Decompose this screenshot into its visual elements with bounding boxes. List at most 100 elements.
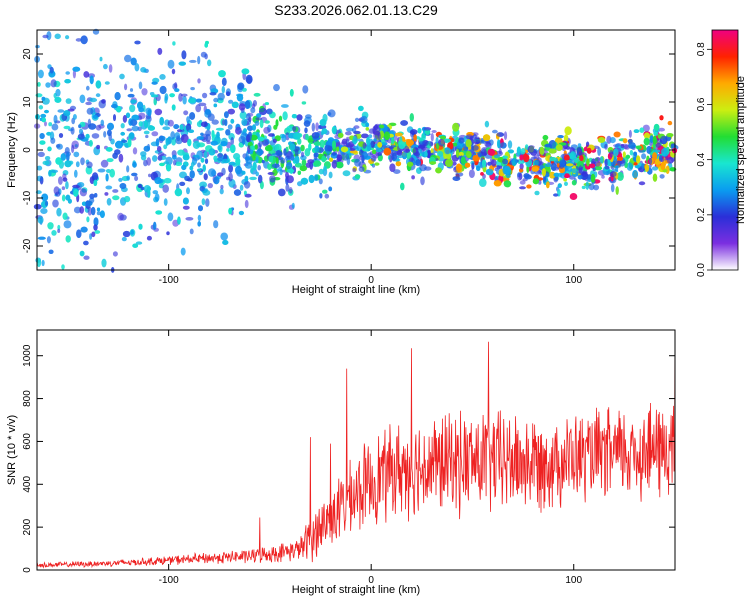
spectrogram-cell <box>313 152 319 158</box>
spectrogram-cell <box>479 178 487 188</box>
spectrogram-cell <box>73 206 82 214</box>
spectrogram-cell <box>222 158 230 164</box>
spectrogram-cell <box>58 133 64 138</box>
spectrogram-cell <box>83 255 90 260</box>
spectrogram-cell <box>137 101 144 110</box>
spectrogram-cell <box>352 135 358 145</box>
spectrogram-cell <box>80 35 88 45</box>
spectrogram-cell <box>106 158 114 163</box>
spectrogram-cell <box>103 63 108 70</box>
spectrogram-cell <box>118 177 123 182</box>
spectrogram-cell <box>121 236 127 242</box>
spectrogram-cell <box>353 145 359 149</box>
spectrogram-cell <box>224 119 228 126</box>
spectrogram-cell <box>131 114 140 121</box>
spectrogram-cell <box>233 189 242 196</box>
spectrogram-cell <box>524 144 529 151</box>
spectrogram-cell <box>130 229 134 235</box>
spectrogram-cell <box>86 85 90 91</box>
spectrogram-cell <box>283 148 287 156</box>
spectrogram-cell <box>94 230 101 234</box>
spectrogram-cell <box>487 161 492 166</box>
spectrogram-cell <box>365 126 370 131</box>
spectrogram-cell <box>398 141 406 150</box>
spectrogram-cell <box>74 169 78 178</box>
spectrogram-cell <box>305 114 312 119</box>
spectrogram-cell <box>85 101 92 106</box>
spectrogram-cell <box>564 174 570 178</box>
spectrogram-cell <box>204 108 211 115</box>
spectrogram-cell <box>354 158 361 167</box>
spectrogram-cell <box>252 124 256 131</box>
spectrogram-cell <box>170 131 176 140</box>
spectrogram-cell <box>480 172 484 176</box>
spectrogram-cell <box>579 155 584 162</box>
spectrogram-cell <box>228 172 233 182</box>
spectrogram-cell <box>197 214 202 222</box>
spectrogram-cell <box>430 132 434 142</box>
spectrogram-cell <box>39 140 46 145</box>
spectrogram-cell <box>563 134 569 143</box>
spectrogram-cell <box>132 161 137 168</box>
spectrogram-cell <box>196 121 203 128</box>
spectrogram-cell <box>332 140 336 149</box>
spectrogram-cell <box>294 155 300 164</box>
spectrogram-cell <box>93 179 98 186</box>
spectrogram-cell <box>181 50 187 60</box>
spectrogram-cell <box>383 147 391 156</box>
spectrogram-cell <box>389 163 396 172</box>
spectrogram-cell <box>413 134 417 142</box>
spectrogram-cell <box>571 179 577 186</box>
spectrogram-cell <box>154 177 162 185</box>
spectrogram-cell <box>119 73 125 80</box>
spectrogram-cell <box>642 124 650 132</box>
spectrogram-cell <box>258 174 263 184</box>
spectrogram-cell <box>79 250 85 257</box>
spectrogram-cell <box>95 124 102 131</box>
spectrogram-cell <box>182 205 190 210</box>
spectrogram-x-axis-label: Height of straight line (km) <box>292 284 420 296</box>
snr-plot-area <box>37 330 675 570</box>
spectrogram-cell <box>99 210 105 218</box>
spectrogram-cell <box>205 129 212 137</box>
snr-series-line <box>36 329 676 569</box>
spectrogram-cell <box>189 59 197 63</box>
spectrogram-cell <box>177 149 185 156</box>
spectrogram-cell <box>73 189 79 197</box>
spectrogram-cell <box>113 114 116 122</box>
spectrogram-cell <box>520 148 526 155</box>
spectrogram-cell <box>167 59 175 69</box>
spectrogram-cell <box>655 149 661 153</box>
spectrogram-cell <box>653 123 660 131</box>
spectrogram-cell <box>517 158 525 165</box>
spectrogram-cell <box>222 240 229 245</box>
spectrogram-cell <box>352 168 357 173</box>
spectrogram-cell <box>38 105 44 110</box>
spectrogram-cell <box>228 99 234 104</box>
spectrogram-cell <box>237 82 245 90</box>
spectrogram-cell <box>322 189 328 194</box>
spectrogram-cell <box>112 251 118 257</box>
spectrogram-cell <box>177 129 182 133</box>
spectrogram-cell <box>403 145 410 154</box>
spectrogram-cell <box>72 114 77 120</box>
spectrogram-cell <box>147 188 151 198</box>
spectrogram-cell <box>199 186 205 192</box>
spectrogram-cell <box>124 83 128 91</box>
spectrogram-cell <box>268 155 275 163</box>
spectrogram-cell <box>188 129 195 133</box>
spectrogram-cell <box>400 182 405 191</box>
spectrogram-cell <box>445 159 453 167</box>
spectrogram-cell <box>326 152 330 160</box>
spectrogram-cell <box>291 114 297 119</box>
spectrogram-cell <box>71 144 75 154</box>
spectrogram-cell <box>220 184 224 190</box>
spectrogram-cell <box>129 104 136 113</box>
spectrogram-cell <box>471 162 475 170</box>
snr-frame <box>36 329 676 571</box>
spectrogram-cell <box>293 132 301 140</box>
spectrogram-cell <box>93 224 98 231</box>
spectrogram-cell <box>308 174 315 184</box>
spectrogram-cell <box>294 162 302 168</box>
spectrogram-cell <box>152 190 159 195</box>
